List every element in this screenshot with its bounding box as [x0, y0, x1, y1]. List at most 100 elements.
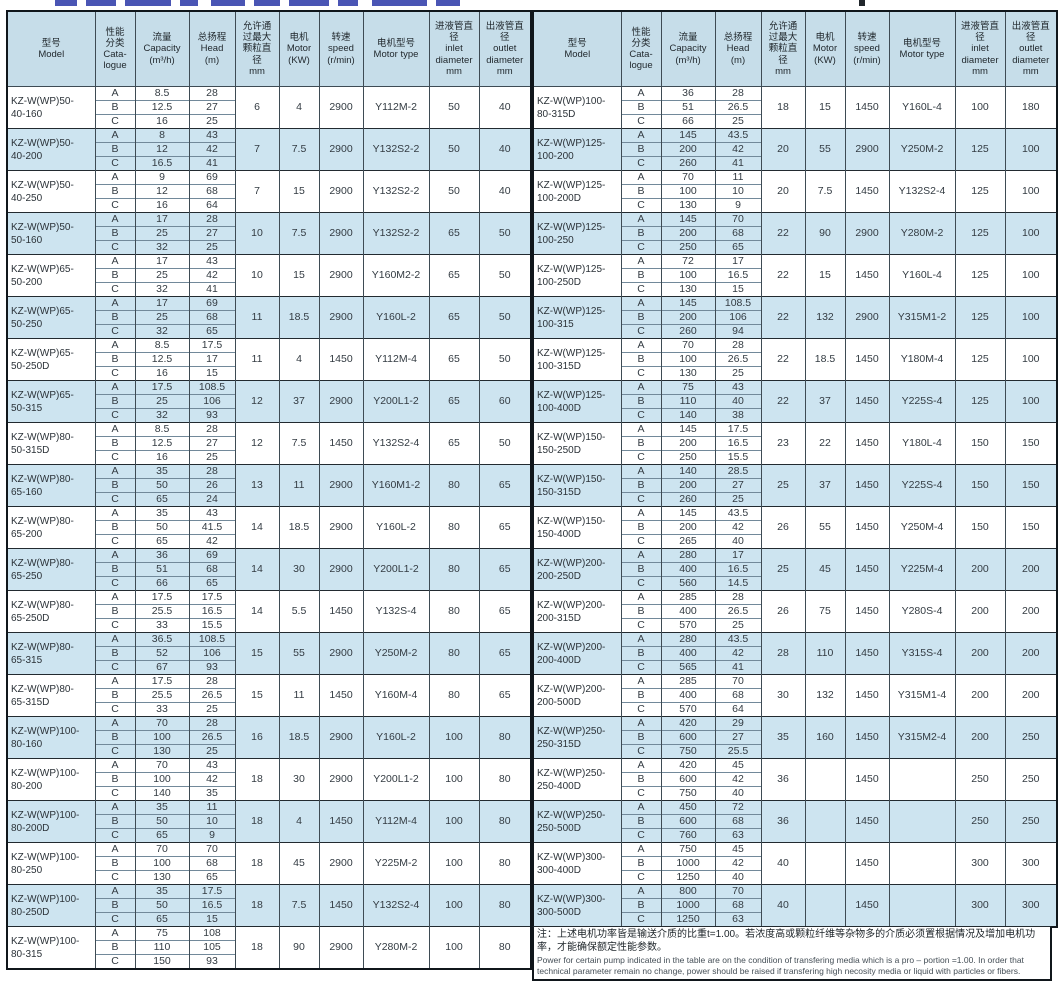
head-cell: 28 — [188, 464, 236, 479]
footnote-english: Power for certain pump indicated in the … — [537, 955, 1024, 976]
inlet-cell: 65 — [428, 422, 480, 465]
outlet-cell: 50 — [478, 254, 532, 297]
inlet-cell: 125 — [954, 212, 1006, 255]
grade-cell: A — [94, 884, 136, 899]
motor-type-cell: Y280S-4 — [888, 590, 956, 633]
model-cell: KZ-W(WP)300- 300-500D — [532, 884, 622, 927]
spec-row: C 130 15 — [533, 282, 1057, 297]
motor-cell: 75 — [804, 590, 846, 633]
grade-cell: A — [94, 422, 136, 437]
grade-cell: B — [620, 310, 662, 325]
particle-cell: 7 — [234, 170, 280, 213]
capacity-cell: 400 — [660, 646, 716, 661]
model-cell: KZ-W(WP)100- 80-250D — [6, 884, 96, 927]
motor-type-cell: Y200L1-2 — [362, 380, 430, 423]
spec-row: B 12.5 17 — [7, 352, 531, 367]
capacity-cell: 8 — [134, 128, 190, 143]
model-cell: KZ-W(WP)250- 250-500D — [532, 800, 622, 843]
model-cell: KZ-W(WP)100- 80-160 — [6, 716, 96, 759]
capacity-cell: 32 — [134, 240, 190, 255]
spec-row: KZ-W(WP)125- 100-315D A 70 28 22 18.5 1450 Y180… — [532, 338, 1058, 381]
head-cell: 42 — [188, 142, 236, 157]
spec-row: B 100 10 — [533, 184, 1057, 199]
grade-cell: A — [94, 548, 136, 563]
capacity-cell: 52 — [134, 646, 190, 661]
spec-row: B 100 16.5 — [533, 268, 1057, 283]
outlet-cell: 300 — [1004, 884, 1058, 927]
model-cell: KZ-W(WP)65- 50-250D — [6, 338, 96, 381]
capacity-cell: 250 — [660, 450, 716, 465]
motor-cell: 4 — [278, 86, 320, 129]
motor-type-cell: Y132S2-2 — [362, 170, 430, 213]
speed-cell: 1450 — [844, 758, 890, 801]
grade-cell: C — [94, 912, 136, 927]
particle-cell: 40 — [760, 884, 806, 927]
spec-row: B 51 26.5 — [533, 100, 1057, 115]
col-header-particle: 允许通 过最大 颗粒直 径 mm — [234, 10, 280, 87]
speed-cell: 1450 — [318, 422, 364, 465]
capacity-cell: 8.5 — [134, 422, 190, 437]
outlet-cell: 40 — [478, 170, 532, 213]
grade-cell: C — [620, 618, 662, 633]
capacity-cell: 285 — [660, 590, 716, 605]
spec-row: B 50 16.5 — [7, 898, 531, 913]
spec-row: KZ-W(WP)100- 80-200D A 35 11 18 4 1450 Y112M-4 1… — [6, 800, 532, 843]
head-cell: 72 — [714, 800, 762, 815]
grade-cell: C — [620, 324, 662, 339]
capacity-cell: 800 — [660, 884, 716, 899]
spec-row: B 600 27 — [533, 730, 1057, 745]
outlet-cell: 65 — [478, 674, 532, 717]
outlet-cell: 65 — [478, 590, 532, 633]
inlet-cell: 100 — [428, 758, 480, 801]
capacity-cell: 100 — [134, 772, 190, 787]
grade-cell: A — [94, 380, 136, 395]
head-cell: 26.5 — [188, 730, 236, 745]
grade-cell: A — [94, 170, 136, 185]
grade-cell: C — [620, 576, 662, 591]
model-cell: KZ-W(WP)250- 250-400D — [532, 758, 622, 801]
motor-type-cell: Y315M2-4 — [888, 716, 956, 759]
grade-cell: B — [620, 226, 662, 241]
capacity-cell: 70 — [134, 758, 190, 773]
motor-type-cell: Y225M-4 — [888, 548, 956, 591]
outlet-cell: 80 — [478, 758, 532, 801]
head-cell: 43 — [188, 758, 236, 773]
grade-cell: C — [620, 240, 662, 255]
head-cell: 25 — [188, 114, 236, 129]
head-cell: 25 — [714, 366, 762, 381]
motor-type-cell: Y200L1-2 — [362, 758, 430, 801]
head-cell: 26.5 — [714, 100, 762, 115]
spec-row: KZ-W(WP)300- 300-400D A 750 45 40 1450 300 300 — [532, 842, 1058, 885]
capacity-cell: 200 — [660, 436, 716, 451]
head-cell: 42 — [714, 772, 762, 787]
capacity-cell: 25 — [134, 394, 190, 409]
motor-type-cell: Y225M-2 — [362, 842, 430, 885]
head-cell: 16.5 — [714, 436, 762, 451]
outlet-cell: 100 — [1004, 380, 1058, 423]
speed-cell: 1450 — [844, 380, 890, 423]
outlet-cell: 80 — [478, 884, 532, 927]
capacity-cell: 50 — [134, 478, 190, 493]
capacity-cell: 12.5 — [134, 100, 190, 115]
speed-cell: 2900 — [318, 506, 364, 549]
spec-row: C 33 25 — [7, 702, 531, 717]
head-cell: 68 — [188, 562, 236, 577]
capacity-cell: 140 — [660, 408, 716, 423]
model-cell: KZ-W(WP)150- 150-250D — [532, 422, 622, 465]
motor-cell: 160 — [804, 716, 846, 759]
particle-cell: 30 — [760, 674, 806, 717]
inlet-cell: 300 — [954, 842, 1006, 885]
model-cell: KZ-W(WP)100- 80-315 — [6, 926, 96, 969]
grade-cell: B — [620, 478, 662, 493]
grade-cell: C — [94, 450, 136, 465]
grade-cell: B — [94, 478, 136, 493]
col-header-inlet: 进液管直 径 inlet diameter mm — [428, 10, 480, 87]
capacity-cell: 1000 — [660, 856, 716, 871]
capacity-cell: 25 — [134, 310, 190, 325]
capacity-cell: 200 — [660, 310, 716, 325]
right-table-column: 型号 Model 性能 分类 Cata- logue 流量 Capacity (m³… — [532, 10, 1058, 981]
capacity-cell: 75 — [660, 380, 716, 395]
particle-cell: 12 — [234, 422, 280, 465]
grade-cell: C — [94, 198, 136, 213]
capacity-cell: 32 — [134, 324, 190, 339]
